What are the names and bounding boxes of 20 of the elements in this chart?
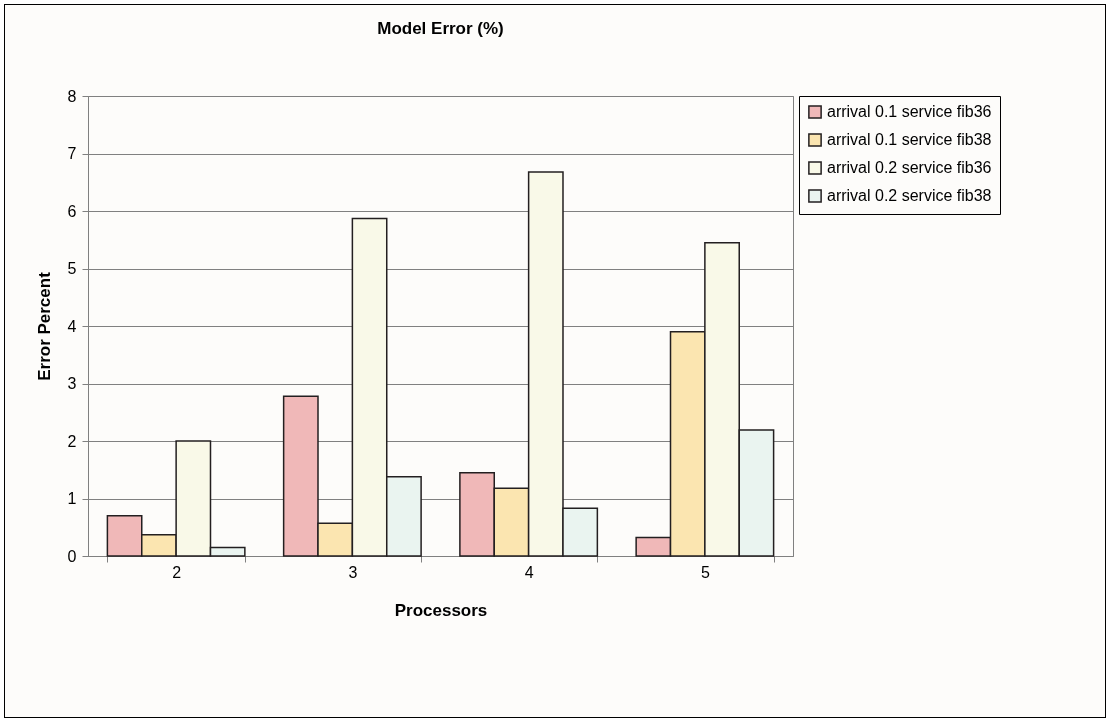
x-axis-title: Processors — [394, 600, 488, 620]
legend-label: arrival 0.1 service fib38 — [827, 131, 992, 148]
y-tick-label: 7 — [67, 145, 77, 162]
x-tick-label: 5 — [700, 563, 710, 581]
y-tick-label: 4 — [67, 317, 77, 335]
y-tick-label: 1 — [67, 490, 77, 507]
legend-label: arrival 0.2 service fib38 — [827, 187, 992, 204]
x-tick-label: 3 — [348, 563, 358, 581]
x-tick-label: 2 — [172, 563, 182, 581]
y-tick-label: 0 — [67, 547, 77, 565]
chart-title: Model Error (%) — [377, 19, 504, 38]
y-tick-label: 2 — [67, 432, 77, 450]
y-tick-label: 5 — [67, 260, 77, 277]
legend-label: arrival 0.2 service fib36 — [827, 159, 992, 176]
y-tick-label: 3 — [67, 375, 77, 392]
y-axis-title: Error Percent — [34, 271, 54, 381]
y-tick-label: 6 — [67, 202, 77, 220]
x-tick-label: 4 — [524, 563, 534, 581]
y-tick-label: 8 — [67, 87, 77, 105]
legend-label: arrival 0.1 service fib36 — [827, 103, 992, 120]
